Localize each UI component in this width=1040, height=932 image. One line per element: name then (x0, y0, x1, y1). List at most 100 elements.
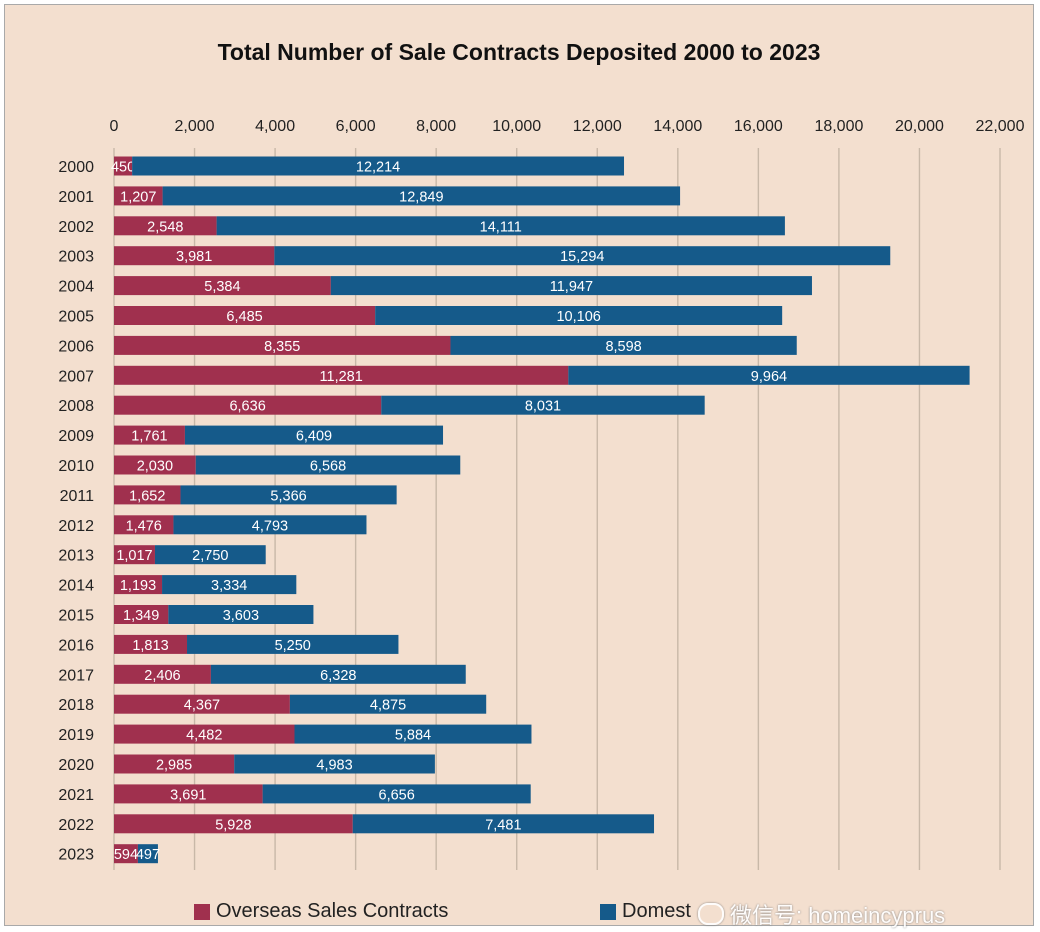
x-tick-label: 2,000 (175, 118, 215, 135)
bar-overseas (114, 575, 163, 595)
category-label: 2004 (58, 279, 94, 296)
data-label: 5,250 (275, 638, 311, 654)
x-tick-label: 16,000 (734, 118, 783, 135)
bar-domestic (234, 754, 435, 774)
bar-domestic (162, 186, 681, 206)
category-label: 2013 (58, 548, 94, 565)
bar-overseas (114, 335, 451, 355)
x-tick-label: 22,000 (976, 118, 1025, 135)
bar-overseas (114, 664, 211, 684)
data-label: 8,031 (525, 399, 561, 415)
bar-domestic (375, 306, 783, 325)
category-label: 2017 (58, 667, 94, 684)
data-label: 6,328 (320, 668, 356, 684)
bar-domestic (173, 515, 367, 535)
bar-overseas (114, 545, 155, 565)
bar-domestic (381, 395, 705, 415)
data-label: 5,384 (204, 279, 240, 295)
data-label: 15,294 (560, 249, 604, 265)
legend-label-overseas: Overseas Sales Contracts (216, 900, 449, 922)
x-tick-label: 18,000 (814, 118, 863, 135)
category-label: 2014 (58, 578, 94, 595)
x-tick-label: 4,000 (255, 118, 295, 135)
data-label: 8,355 (264, 339, 300, 355)
data-label: 594 (114, 847, 138, 863)
data-label: 4,983 (316, 758, 352, 774)
bar-domestic (352, 814, 655, 834)
category-label: 2010 (58, 458, 94, 475)
bar-overseas (114, 634, 188, 654)
category-label: 2001 (58, 189, 94, 206)
bar-overseas (114, 365, 569, 385)
bar-overseas (114, 425, 185, 445)
data-label: 2,985 (156, 758, 192, 774)
bar-domestic (180, 485, 397, 505)
data-label: 3,981 (176, 249, 212, 265)
bar-overseas (114, 694, 290, 714)
category-label: 2018 (58, 697, 94, 714)
data-label: 8,598 (605, 339, 641, 355)
legend-swatch-domestic (600, 903, 616, 920)
bar-overseas (114, 186, 163, 206)
data-label: 1,017 (116, 548, 152, 564)
bar-domestic (210, 664, 466, 684)
category-label: 2000 (58, 159, 94, 176)
bar-overseas (114, 754, 235, 774)
category-label: 2023 (58, 847, 94, 864)
bar-overseas (114, 216, 217, 236)
data-label: 7,481 (485, 817, 521, 833)
legend-swatch-overseas (194, 903, 210, 920)
data-label: 14,111 (480, 219, 522, 235)
bar-overseas (114, 605, 169, 624)
category-label: 2016 (58, 637, 94, 654)
data-label: 4,875 (370, 698, 406, 714)
x-tick-label: 6,000 (336, 118, 376, 135)
bar-overseas (114, 306, 376, 325)
data-label: 2,548 (147, 219, 183, 235)
x-tick-label: 14,000 (653, 118, 702, 135)
data-label: 11,947 (550, 279, 593, 295)
watermark: 微信号: homeincyprus (698, 898, 945, 930)
data-label: 3,691 (170, 787, 206, 803)
category-label: 2020 (58, 757, 94, 774)
bar-overseas (114, 515, 174, 535)
data-label: 1,349 (123, 608, 159, 624)
data-label: 1,761 (131, 429, 167, 445)
x-tick-label: 0 (110, 118, 119, 135)
bar-overseas (114, 455, 196, 475)
category-label: 2003 (58, 249, 94, 266)
category-label: 2019 (58, 727, 94, 744)
bar-overseas (114, 784, 263, 804)
data-label: 3,334 (211, 578, 247, 594)
data-label: 1,652 (129, 488, 165, 504)
bar-overseas (114, 844, 138, 864)
data-label: 9,964 (751, 369, 787, 385)
bar-overseas (114, 156, 133, 176)
category-label: 2022 (58, 817, 94, 834)
bar-domestic (187, 634, 399, 654)
data-label: 450 (111, 160, 135, 176)
bar-domestic (262, 784, 531, 804)
category-label: 2009 (58, 428, 94, 445)
data-label: 3,603 (223, 608, 259, 624)
legend-item-overseas: Overseas Sales Contracts (194, 900, 448, 923)
data-label: 10,106 (556, 309, 600, 325)
bar-overseas (114, 276, 331, 296)
category-label: 2012 (58, 518, 94, 535)
category-label: 2011 (60, 488, 95, 505)
chart-title: Total Number of Sale Contracts Deposited… (217, 39, 821, 65)
legend-label-domestic: Domest (622, 900, 691, 922)
data-label: 4,367 (184, 698, 220, 714)
category-label: 2008 (58, 398, 94, 415)
bar-overseas (114, 395, 382, 415)
data-label: 2,406 (144, 668, 180, 684)
data-label: 2,750 (192, 548, 228, 564)
data-label: 2,030 (137, 459, 173, 475)
bar-domestic (195, 455, 461, 475)
data-label: 1,193 (120, 578, 156, 594)
data-label: 1,207 (120, 189, 156, 205)
legend-item-domestic: Domest (600, 900, 691, 923)
watermark-text: 微信号: homeincyprus (730, 903, 946, 928)
data-label: 1,813 (132, 638, 168, 654)
bar-domestic (168, 605, 314, 624)
